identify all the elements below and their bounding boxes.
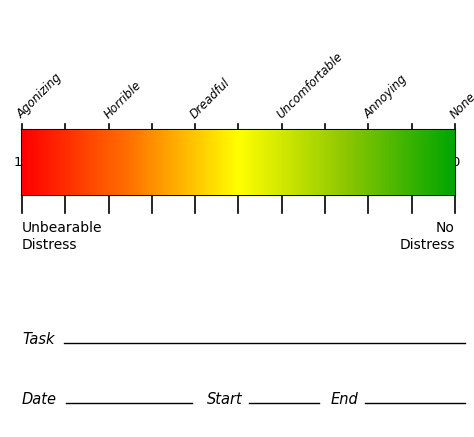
Text: None: None bbox=[448, 90, 474, 121]
Text: Horrible: Horrible bbox=[101, 79, 144, 121]
Text: 0: 0 bbox=[451, 156, 459, 169]
Text: No
Distress: No Distress bbox=[400, 221, 455, 252]
Text: Date: Date bbox=[22, 392, 57, 407]
Text: 10: 10 bbox=[14, 156, 30, 169]
Text: 1: 1 bbox=[408, 156, 416, 169]
Text: 4: 4 bbox=[278, 156, 286, 169]
Text: 9: 9 bbox=[61, 156, 70, 169]
Text: Start: Start bbox=[207, 392, 243, 407]
Text: Agonizing: Agonizing bbox=[15, 71, 65, 121]
Text: Task: Task bbox=[22, 333, 55, 347]
Text: 7: 7 bbox=[147, 156, 156, 169]
Text: Uncomfortable: Uncomfortable bbox=[274, 50, 346, 121]
Text: Unbearable
Distress: Unbearable Distress bbox=[22, 221, 102, 252]
Text: 8: 8 bbox=[104, 156, 113, 169]
Text: Annoying: Annoying bbox=[361, 73, 410, 121]
Text: 3: 3 bbox=[321, 156, 329, 169]
Text: 6: 6 bbox=[191, 156, 200, 169]
Text: 5: 5 bbox=[234, 156, 243, 169]
Text: 2: 2 bbox=[364, 156, 373, 169]
Text: End: End bbox=[331, 392, 359, 407]
Text: Dreadful: Dreadful bbox=[188, 76, 233, 121]
